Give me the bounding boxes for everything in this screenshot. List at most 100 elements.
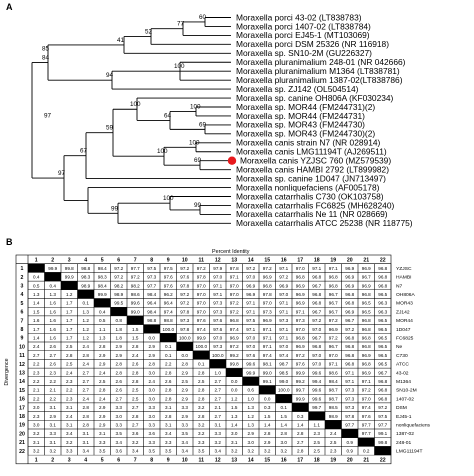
matrix-value: 97.1 [246,309,255,314]
matrix-value: 2.9 [264,440,271,445]
matrix-value: 96.8 [362,292,371,297]
matrix-value: 3.4 [182,449,189,454]
matrix-value: 0.3 [297,414,304,419]
matrix-value: 2.4 [83,396,90,401]
matrix-value: 97.1 [213,292,222,297]
matrix-value: 0.1 [281,405,288,410]
bootstrap-value: 94 [106,72,114,79]
matrix-value: 96.8 [345,336,354,341]
column-number-bottom: 19 [330,458,336,464]
matrix-value: 2.4 [83,344,90,349]
column-number-bottom: 8 [150,458,153,464]
row-abbreviation: nonliquefaciens [396,423,431,429]
column-number: 1 [35,257,38,263]
column-number: 19 [330,257,336,263]
matrix-value: 2.7 [83,379,90,384]
matrix-value: 2.8 [116,362,123,367]
taxon-label: Moraxella canis HAMBI 2792 (LT899982) [236,164,389,174]
matrix-value: 2.9 [50,414,57,419]
matrix-value: 96.2 [164,292,173,297]
column-number: 4 [84,257,87,263]
matrix-value: 97.0 [312,327,321,332]
matrix-value: 3.1 [165,405,172,410]
matrix-value: 96.8 [378,266,387,271]
matrix-value: 0.8 [116,318,123,323]
diagonal-cell [308,411,326,421]
matrix-value: 97.0 [246,275,255,280]
matrix-value: 99.7 [312,405,321,410]
matrix-value: 97.2 [230,301,239,306]
row-abbreviation: 1407-02 [396,396,414,402]
matrix-value: 2.8 [182,362,189,367]
matrix-value: 1.5 [33,309,40,314]
divergence-title: Divergence [4,358,10,385]
matrix-value: 96.7 [345,318,354,323]
matrix-value: 3.2 [33,431,40,436]
diagonal-cell [291,402,309,412]
matrix-value: 0.9 [347,449,354,454]
column-number-bottom: 4 [84,458,87,464]
row-number: 6 [21,310,24,316]
matrix-value: 96.4 [147,301,156,306]
matrix-value: 96.7 [312,309,321,314]
matrix-value: 3.5 [182,431,189,436]
matrix-value: 2.4 [66,370,73,375]
matrix-value: 99.9 [98,292,107,297]
bootstrap-value: 99 [111,205,119,212]
matrix-value: 2.8 [165,414,172,419]
matrix-value: 97.2 [180,266,189,271]
matrix-value: 3.2 [198,431,205,436]
matrix-value: 0.9 [347,440,354,445]
matrix-value: 99.8 [378,440,387,445]
matrix-value: 96.5 [378,336,387,341]
matrix-value: 3.4 [66,431,73,436]
matrix-value: 3.0 [33,423,40,428]
matrix-value: 2.6 [165,379,172,384]
matrix-value: 96.7 [378,370,387,375]
matrix-value: 1.7 [66,336,73,341]
row-abbreviation: SN10-2M [396,388,417,394]
column-number-bottom: 1 [35,458,38,464]
matrix-value: 98.7 [329,388,338,393]
bootstrap-value: 67 [80,148,88,155]
matrix-value: 2.4 [66,414,73,419]
matrix-value: 100.0 [196,344,208,349]
row-number: 10 [19,344,25,350]
matrix-value: 2.1 [215,405,222,410]
matrix-value: 97.1 [279,336,288,341]
column-number: 20 [347,257,353,263]
matrix-value: 99.6 [312,388,321,393]
matrix-value: 2.7 [215,396,222,401]
matrix-value: 97.7 [131,266,140,271]
matrix-value: 98.6 [131,292,140,297]
matrix-value: 97.2 [131,275,140,280]
column-number: 11 [199,257,205,263]
row-number: 20 [19,431,25,437]
row-number: 1 [21,266,24,272]
matrix-value: 96.9 [246,292,255,297]
column-number: 15 [264,257,270,263]
row-number: 22 [19,449,25,455]
matrix-value: 96.9 [263,318,272,323]
matrix-value: 97.1 [362,379,371,384]
matrix-value: 96.9 [246,283,255,288]
matrix-value: 97.8 [345,414,354,419]
matrix-value: 96.8 [296,275,305,280]
bootstrap-value: 85 [42,46,50,53]
diagonal-cell [159,333,177,343]
matrix-value: 3.3 [149,440,156,445]
matrix-value: 2.7 [50,353,57,358]
column-number-bottom: 12 [215,458,221,464]
row-abbreviation: LMG11194T [396,449,422,455]
matrix-value: 97.0 [312,362,321,367]
matrix-value: 96.8 [378,283,387,288]
matrix-value: 1.8 [116,327,123,332]
matrix-value: 3.5 [198,449,205,454]
row-number: 9 [21,336,24,342]
matrix-value: 99.1 [378,431,387,436]
matrix-value: 3.3 [50,431,57,436]
matrix-value: 2.8 [165,370,172,375]
matrix-value: 0.5 [99,318,106,323]
matrix-value: 3.2 [248,449,255,454]
matrix-value: 3.3 [215,431,222,436]
